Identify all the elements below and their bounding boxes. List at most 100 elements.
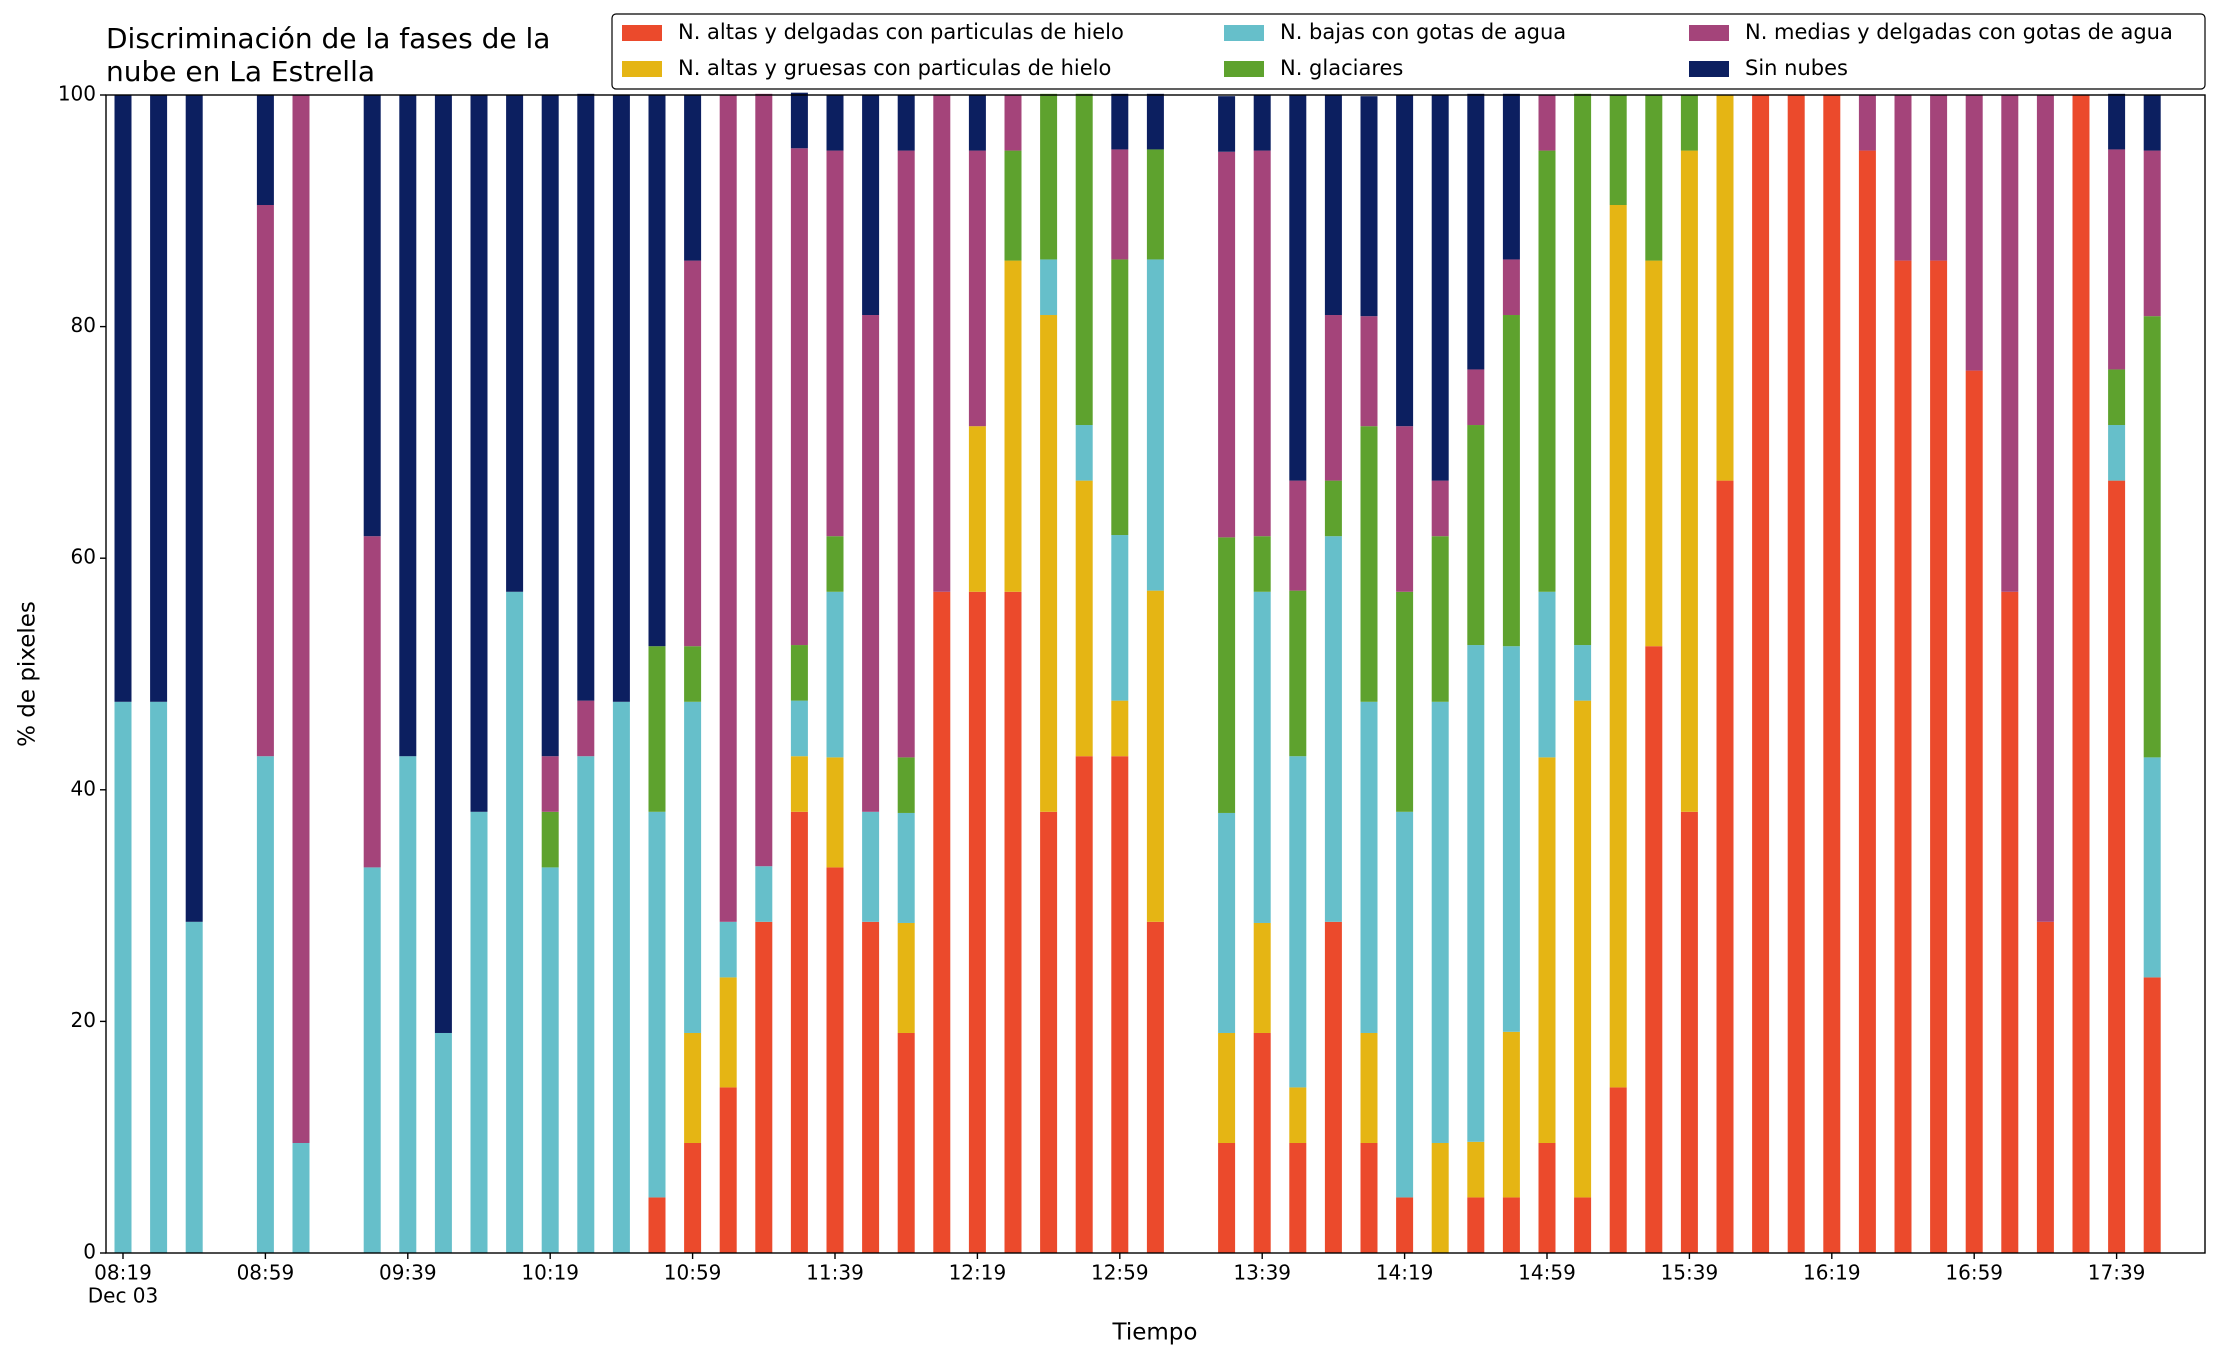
bar-segment — [1431, 480, 1449, 537]
x-tick-label: 17:39 — [2088, 1261, 2146, 1285]
bar-segment — [1858, 150, 1876, 1254]
bar-segment — [1502, 93, 1520, 260]
legend-swatch — [1224, 61, 1264, 77]
bar-segment — [1253, 150, 1271, 537]
bar-segment — [256, 95, 274, 206]
bar-segment — [1431, 701, 1449, 1143]
bar-segment — [1253, 536, 1271, 592]
bar-segment — [897, 1032, 915, 1253]
bar-segment — [1467, 1197, 1485, 1253]
bar-segment — [968, 150, 986, 427]
bar-segment — [826, 867, 844, 1253]
bar-segment — [577, 700, 595, 757]
x-tick-label: 13:39 — [1233, 1261, 1291, 1285]
bar-segment — [2108, 425, 2126, 481]
bar-segment — [1289, 480, 1307, 591]
bar-segment — [1431, 536, 1449, 702]
bar-segment — [1004, 95, 1022, 151]
bar-segment — [1253, 591, 1271, 923]
bar-segment — [434, 95, 452, 1033]
x-tick-label: 14:59 — [1518, 1261, 1576, 1285]
bar-segment — [1752, 95, 1770, 1253]
bar-segment — [1609, 95, 1627, 206]
bar-segment — [648, 1197, 666, 1253]
bar-segment — [826, 95, 844, 151]
bar-segment — [1538, 95, 1556, 151]
bar-segment — [1253, 95, 1271, 151]
bar-segment — [1965, 95, 1983, 371]
bar-segment — [1040, 259, 1058, 316]
bar-segment — [1146, 590, 1164, 922]
bar-segment — [862, 315, 880, 812]
x-tick-label: 12:59 — [1091, 1261, 1149, 1285]
bar-segment — [968, 591, 986, 1253]
bar-segment — [755, 93, 773, 867]
bar-segment — [612, 95, 630, 702]
bar-segment — [1146, 921, 1164, 1253]
bar-segment — [363, 867, 381, 1253]
bar-segment — [862, 95, 880, 316]
bar-segment — [862, 811, 880, 922]
bar-segment — [684, 1142, 702, 1253]
bar-segment — [292, 1142, 310, 1253]
bar-segment — [1396, 1197, 1414, 1253]
bar-segment — [1396, 95, 1414, 427]
bar-segment — [1680, 811, 1698, 1253]
bar-segment — [1075, 756, 1093, 1253]
x-tick-label: 08:19 — [94, 1261, 152, 1285]
plot-frame — [105, 94, 2206, 1254]
bar-segment — [1360, 426, 1378, 702]
bar-segment — [1431, 95, 1449, 481]
legend-text: Sin nubes — [1745, 56, 1848, 80]
bar-segment — [897, 922, 915, 1033]
bar-segment — [1467, 645, 1485, 1142]
bar-segment — [506, 95, 524, 592]
bar-segment — [2143, 95, 2161, 151]
bar-segment — [1218, 151, 1236, 538]
bar-segment — [2108, 149, 2126, 370]
bar-segment — [1716, 480, 1734, 1253]
bar-segment — [577, 93, 595, 701]
bar-segment — [185, 95, 203, 922]
x-tick-label: 10:59 — [664, 1261, 722, 1285]
bar-segment — [506, 591, 524, 1253]
legend-swatch — [1689, 61, 1729, 77]
bar-segment — [1467, 1141, 1485, 1198]
x-tick-label: 14:19 — [1376, 1261, 1434, 1285]
bar-segment — [826, 591, 844, 758]
bar-segment — [1075, 425, 1093, 481]
legend-swatch — [1224, 25, 1264, 41]
bar-segment — [399, 756, 417, 1253]
bar-segment — [1360, 96, 1378, 317]
bar-segment — [648, 95, 666, 647]
bar-segment — [1502, 315, 1520, 647]
bar-segment — [790, 645, 808, 701]
bar-segment — [1040, 811, 1058, 1253]
bar-segment — [1502, 1031, 1520, 1198]
bar-segment — [1574, 700, 1592, 1198]
bar-segment — [1111, 259, 1129, 536]
x-tick-label: 08:59 — [237, 1261, 295, 1285]
bar-segment — [2108, 480, 2126, 1253]
bar-segment — [790, 148, 808, 646]
bar-segment — [2001, 95, 2019, 592]
legend-text: N. bajas con gotas de agua — [1280, 20, 1566, 44]
x-tick-label: 12:19 — [949, 1261, 1007, 1285]
bar-segment — [363, 95, 381, 537]
bar-segment — [1930, 95, 1948, 261]
bar-segment — [1146, 149, 1164, 260]
bar-segment — [1467, 425, 1485, 646]
bar-segment — [1858, 95, 1876, 151]
bar-segment — [1289, 1142, 1307, 1253]
bar-segment — [1004, 260, 1022, 592]
bar-segment — [1360, 1142, 1378, 1253]
bar-segment — [541, 756, 559, 812]
x-tick-label: 09:39 — [379, 1261, 437, 1285]
bar-segment — [470, 811, 488, 1253]
bar-segment — [684, 1032, 702, 1143]
bar-segment — [541, 867, 559, 1253]
bar-segment — [1324, 95, 1342, 316]
bar-segment — [1289, 756, 1307, 1088]
y-tick-label: 0 — [83, 1240, 96, 1264]
bar-segment — [897, 757, 915, 813]
